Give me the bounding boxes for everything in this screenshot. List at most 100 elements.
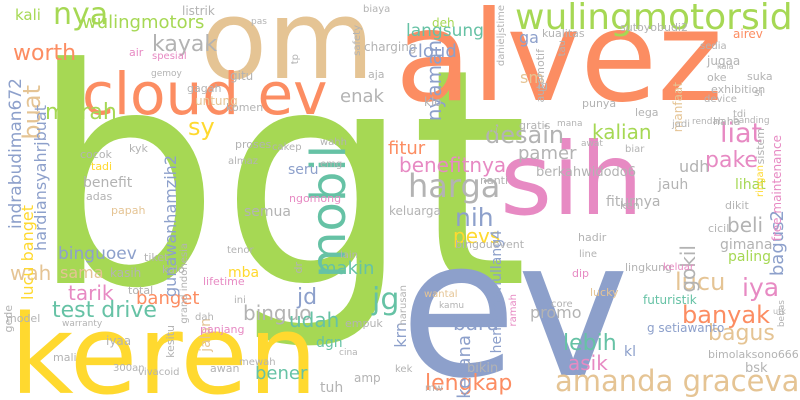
cloud-word: si bbox=[754, 86, 763, 99]
cloud-word: liat bbox=[720, 118, 763, 149]
cloud-word: benefitnya bbox=[399, 153, 507, 177]
cloud-word: cloud bbox=[408, 41, 457, 62]
cloud-word: jadi bbox=[672, 119, 691, 130]
cloud-word: kl bbox=[624, 344, 636, 360]
cloud-word: exhibition bbox=[711, 83, 766, 96]
cloud-word: ramah bbox=[508, 294, 519, 327]
cloud-word: nya bbox=[53, 0, 109, 32]
cloud-word: dikit bbox=[725, 199, 749, 212]
cloud-word: lihat bbox=[735, 177, 766, 193]
cloud-word: jg bbox=[372, 282, 400, 317]
cloud-word: bingouevent bbox=[455, 238, 525, 251]
cloud-word: fiturnya bbox=[606, 194, 661, 210]
cloud-word: awan bbox=[210, 362, 240, 375]
cloud-word: suka bbox=[747, 70, 773, 83]
cloud-word: wantal bbox=[424, 289, 458, 300]
cloud-word: cina bbox=[339, 348, 358, 358]
cloud-word: lengkap bbox=[425, 371, 513, 396]
cloud-word: iya bbox=[742, 273, 780, 302]
cloud-word: panjang bbox=[200, 323, 245, 336]
cloud-word: almaz bbox=[228, 156, 259, 167]
cloud-word: mali bbox=[53, 351, 77, 364]
cloud-word: bikin bbox=[467, 361, 499, 376]
cloud-word: udh bbox=[679, 157, 710, 176]
cloud-word: spesial bbox=[152, 51, 187, 62]
cloud-word: fitur bbox=[388, 138, 426, 159]
cloud-word: jd bbox=[297, 285, 318, 310]
cloud-word: empuk bbox=[345, 317, 383, 330]
cloud-word: kualitas bbox=[542, 27, 585, 40]
cloud-word: sy bbox=[188, 113, 215, 141]
cloud-word: ini bbox=[234, 295, 246, 306]
cloud-word: paling bbox=[728, 249, 772, 265]
cloud-word: wahh bbox=[320, 137, 347, 148]
cloud-word: baru bbox=[453, 311, 499, 335]
cloud-word: ga bbox=[519, 28, 539, 47]
cloud-word: ngomong bbox=[289, 192, 342, 205]
cloud-word: makin bbox=[319, 258, 375, 279]
cloud-word: udah bbox=[289, 308, 340, 332]
cloud-word: device bbox=[704, 94, 737, 105]
cloud-word: air bbox=[129, 46, 144, 59]
cloud-word: bsk bbox=[745, 361, 768, 376]
cloud-word: wulingmotors bbox=[82, 12, 205, 33]
cloud-word: lebih bbox=[563, 331, 617, 356]
cloud-word: kesitu bbox=[164, 325, 177, 358]
cloud-word: airev bbox=[733, 27, 763, 41]
cloud-word: tdi bbox=[733, 109, 747, 120]
cloud-word: tarik bbox=[68, 281, 114, 305]
cloud-word: gitu bbox=[230, 69, 254, 83]
cloud-word: kala bbox=[717, 62, 734, 71]
cloud-word: binguoev bbox=[58, 244, 137, 264]
cloud-word: ig bbox=[538, 79, 549, 92]
cloud-word: hadir bbox=[578, 231, 607, 244]
cloud-word: sama bbox=[60, 263, 104, 282]
cloud-word: enak bbox=[340, 86, 384, 107]
cloud-word: futuristik bbox=[643, 293, 697, 307]
cloud-word: jauh bbox=[658, 177, 689, 193]
cloud-word: deh bbox=[432, 16, 455, 30]
cloud-word: keluar bbox=[663, 262, 694, 273]
cloud-word: asik bbox=[568, 351, 608, 375]
cloud-word: beli bbox=[727, 213, 764, 237]
cloud-word: danieljstime bbox=[496, 5, 507, 67]
cloud-word: kalo bbox=[162, 263, 185, 276]
cloud-word: pake bbox=[705, 148, 758, 173]
cloud-word: worth bbox=[13, 41, 77, 66]
cloud-word: rendah bbox=[692, 117, 724, 127]
cloud-word: banding bbox=[733, 116, 770, 126]
cloud-word: mw bbox=[425, 383, 443, 394]
cloud-word: om bbox=[200, 0, 375, 104]
cloud-word: keluarga bbox=[389, 204, 441, 218]
cloud-word: harusan bbox=[398, 285, 409, 326]
cloud-word: kali bbox=[15, 6, 41, 24]
cloud-word: lega bbox=[635, 106, 659, 119]
cloud-word: oke bbox=[707, 71, 727, 84]
cloud-word: berkahwidodo6 bbox=[536, 165, 637, 180]
cloud-word: test drive bbox=[52, 298, 157, 323]
cloud-word: komen bbox=[226, 101, 264, 114]
cloud-word: banyak bbox=[682, 301, 770, 329]
cloud-word: total bbox=[128, 284, 154, 297]
cloud-word: gimana bbox=[720, 237, 773, 253]
cloud-word: jugaa bbox=[707, 54, 741, 68]
cloud-word: tadi bbox=[91, 160, 113, 173]
cloud-word: listrik bbox=[182, 4, 215, 18]
cloud-word: bagus bbox=[708, 321, 775, 346]
cloud-word: kamu bbox=[439, 301, 465, 311]
cloud-word: ken bbox=[620, 199, 640, 212]
cloud-word: kayak bbox=[152, 32, 218, 57]
cloud-word: mewah bbox=[239, 357, 276, 368]
cloud-word: haha bbox=[713, 115, 741, 128]
cloud-word: kyk bbox=[129, 142, 148, 155]
cloud-word: sutoyobudi2 bbox=[620, 21, 688, 34]
cloud-word: gemoy bbox=[151, 69, 182, 79]
cloud-word: nanti bbox=[480, 174, 509, 187]
cloud-word: benefit bbox=[83, 175, 133, 191]
cloud-word: bimolaksono666 bbox=[708, 348, 799, 361]
cloud-word: tau bbox=[557, 40, 568, 57]
cloud-word: biaya bbox=[363, 4, 391, 15]
cloud-word: free maintenance bbox=[770, 135, 784, 242]
cloud-word: sih bbox=[500, 121, 644, 238]
cloud-word: wah bbox=[10, 261, 52, 285]
